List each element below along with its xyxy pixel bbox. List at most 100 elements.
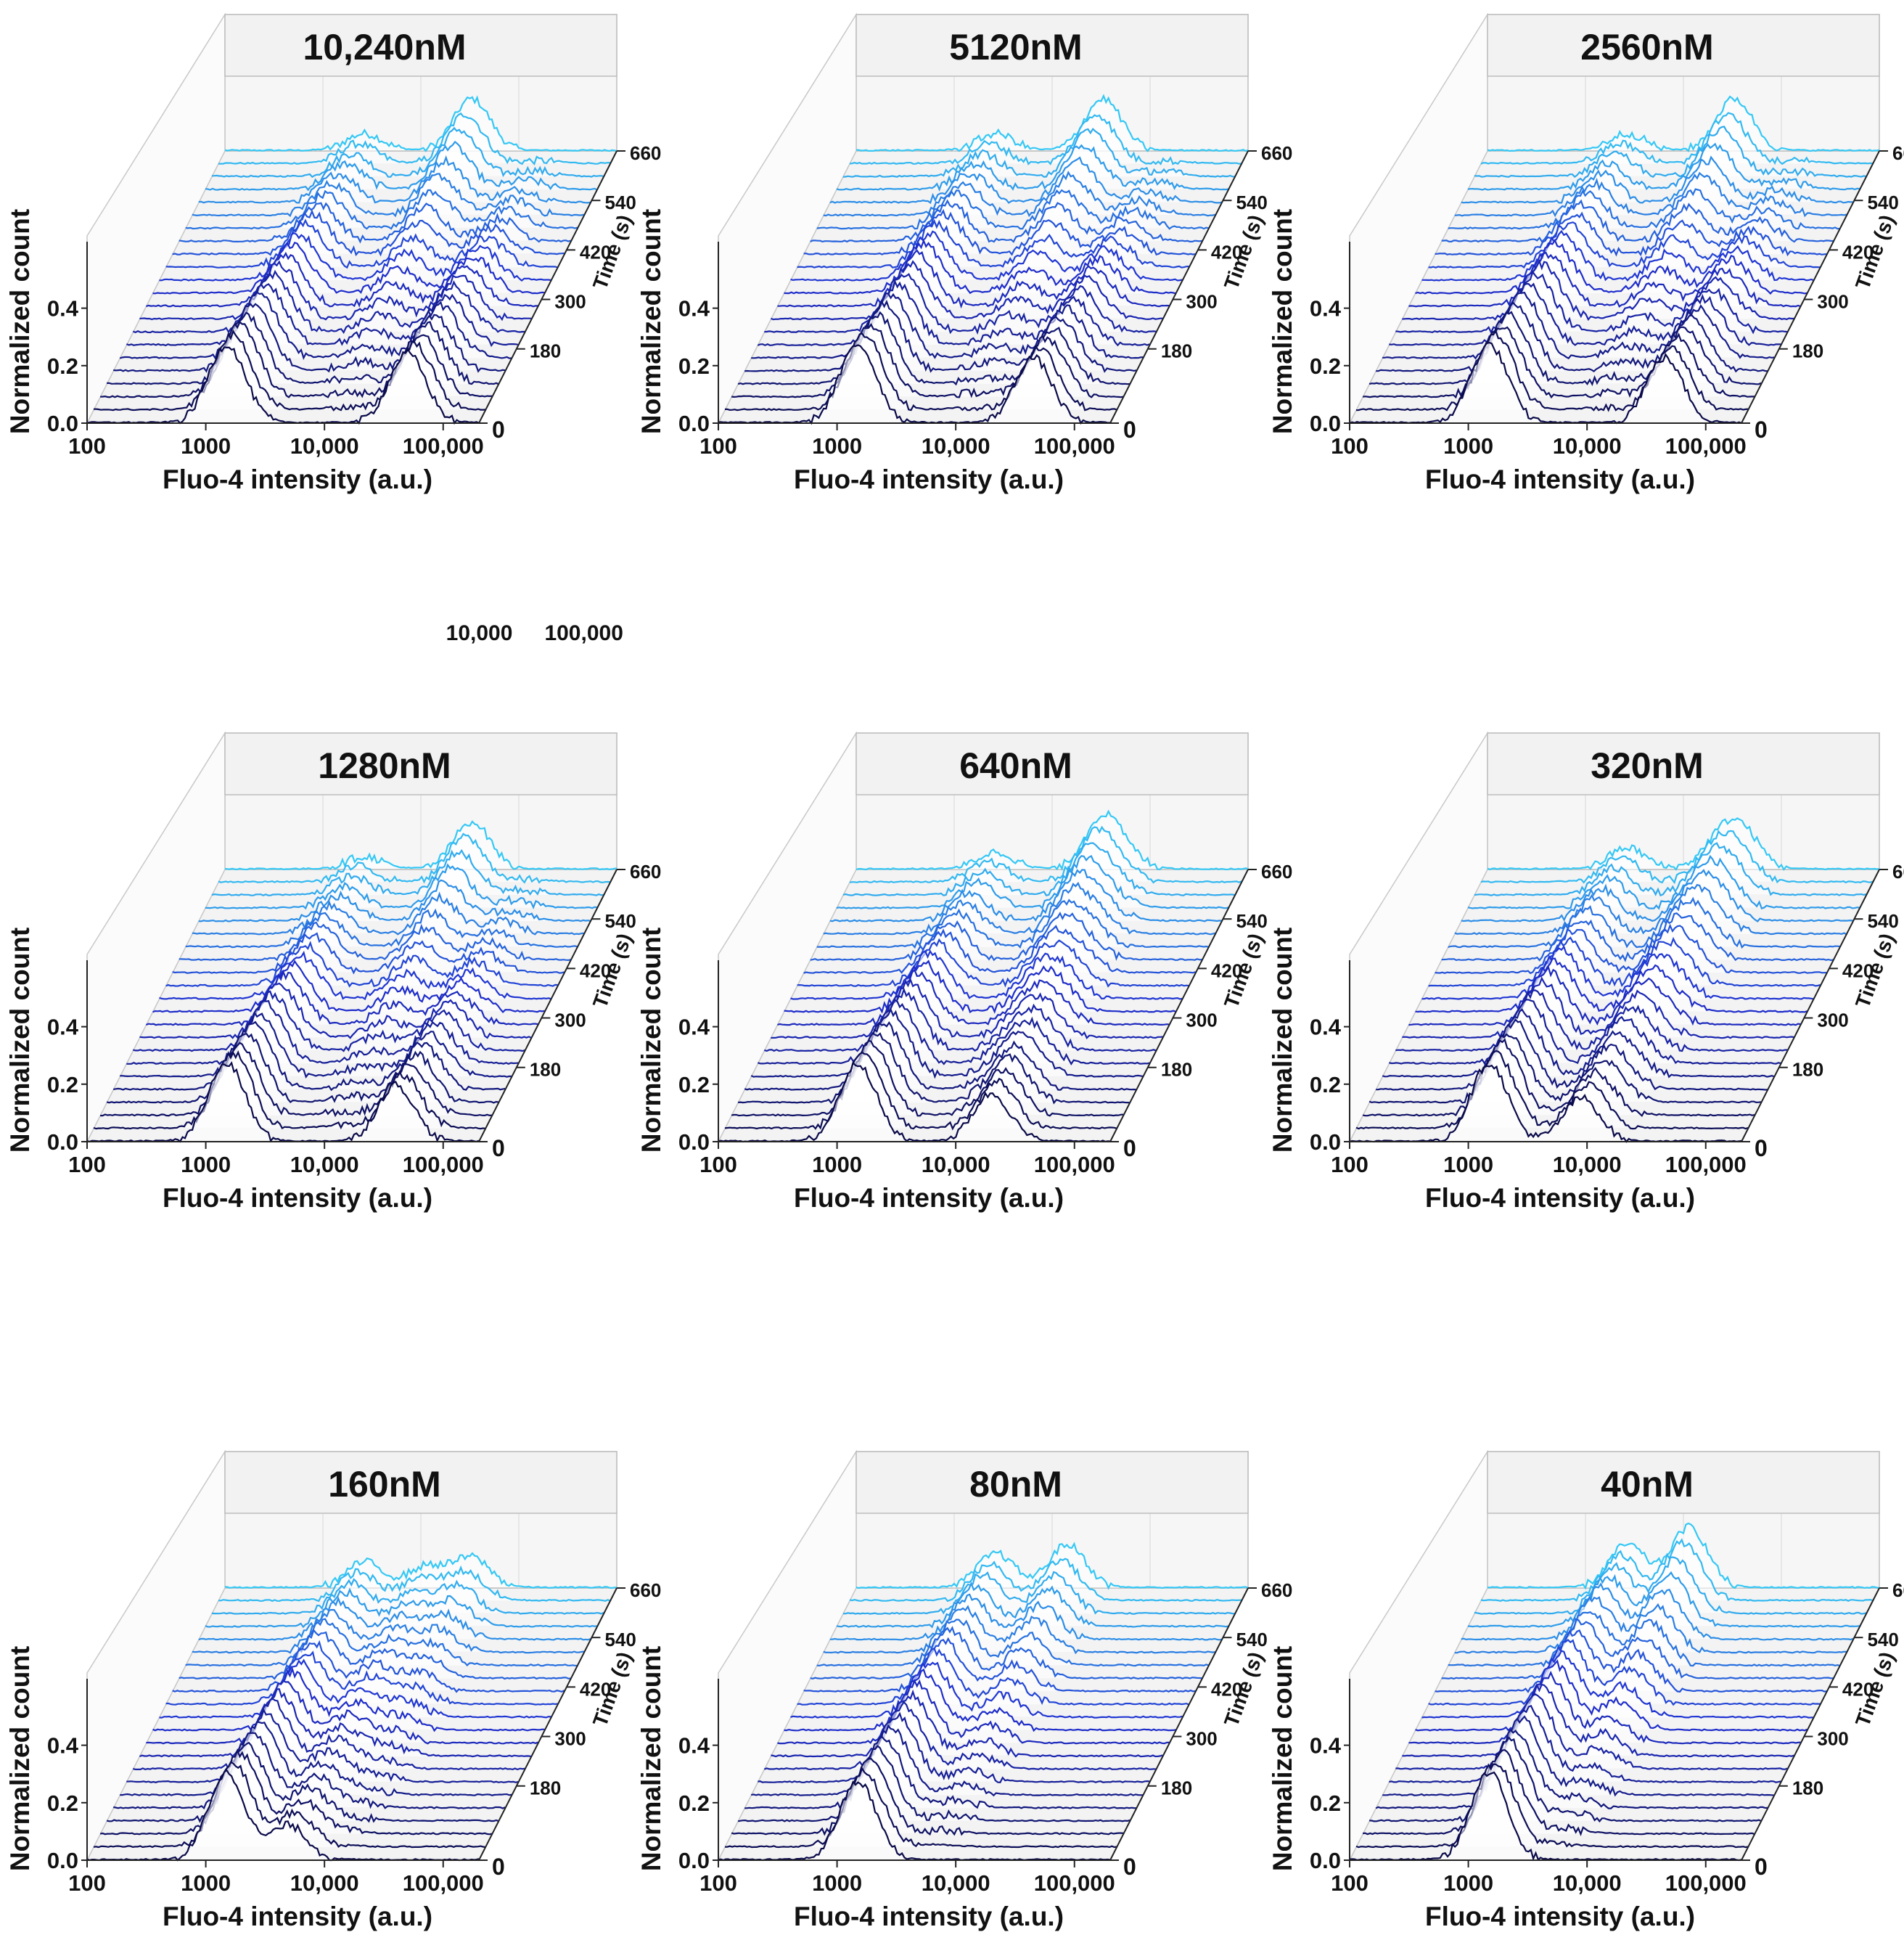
trace-t660 [224,95,617,152]
y-axis-label: Normalized count [1268,928,1297,1153]
trace-t157 [1382,1715,1775,1797]
trace-t126 [744,1735,1137,1810]
x-tick-label: 1000 [181,433,231,459]
title-box [224,732,617,795]
trace-t660 [224,820,617,871]
trace-t440 [178,1628,571,1680]
x-tick-label: 1000 [812,433,862,459]
y-tick-label: 0.2 [678,1791,710,1816]
trace-t251 [1402,1682,1794,1758]
trace-t503 [192,173,585,218]
y-axis-label: Normalized count [5,928,35,1153]
z-tick-label: 420 [1211,959,1242,981]
panel-4: 1280nM 100 1000 10,000 100,000 Fluo-4 intensi… [5,731,661,1213]
x-tick-label: 100 [68,1152,106,1177]
trace-t597 [211,126,604,179]
panel-title: 5120nM [949,27,1082,67]
x-axis-label: Fluo-4 intensity (a.u.) [1425,1902,1695,1931]
x-tick-label: 10,000 [922,1152,990,1177]
y-tick-label: 0.2 [1310,1791,1341,1816]
y-tick-label: 0.4 [1310,1015,1342,1040]
z-axis-line [1109,869,1249,1142]
trace-t31 [724,1766,1117,1849]
trace-t314 [1415,957,1807,1013]
trace-t314 [784,1668,1176,1732]
panel-title: 80nM [969,1464,1062,1505]
trace-t251 [1402,976,1794,1039]
trace-t346 [1421,1650,1814,1719]
x-tick-label: 100 [699,1870,737,1896]
z-tick-label: 540 [1867,1629,1898,1650]
x-tick-label: 1000 [812,1152,862,1177]
x-tick-label: 10,000 [922,1870,990,1896]
x-tick-label: 100 [1331,433,1368,459]
y-tick-label: 0.4 [47,1733,79,1759]
trace-t346 [1421,945,1814,1000]
stray-tick-10000: 10,000 [446,621,513,645]
z-tick-label: 180 [530,1059,561,1081]
trace-t94 [737,1031,1130,1105]
x-tick-label: 10,000 [1553,1152,1622,1177]
z-tick-label: 540 [604,910,636,932]
z-tick-label: 300 [1186,1010,1217,1031]
z-tick-label: 300 [554,1728,586,1750]
trace-t220 [763,1701,1157,1771]
y-tick-label: 0.4 [678,296,710,322]
trace-t220 [1395,989,1788,1052]
x-tick-label: 10,000 [290,433,359,459]
trace-t471 [1448,896,1840,949]
title-box [855,1451,1249,1514]
trace-t534 [829,156,1223,205]
x-tick-label: 1000 [812,1870,862,1896]
trace-t157 [1382,1008,1775,1079]
trace-t251 [771,1689,1163,1758]
trace-t189 [1389,999,1781,1065]
trace-t283 [146,251,538,308]
panel-title: 160nM [328,1464,441,1505]
trace-t314 [1415,1659,1807,1732]
z-tick-label: 420 [1211,241,1242,263]
x-tick-label: 100,000 [403,433,484,459]
trace-t189 [1389,1705,1781,1783]
x-tick-label: 1000 [1443,433,1493,459]
trace-t0 [86,346,480,425]
trace-t597 [1474,126,1867,179]
trace-t409 [1435,1629,1827,1693]
trace-t440 [810,199,1202,243]
trace-t566 [205,140,598,192]
z-tick-label: 660 [630,1579,661,1601]
trace-t440 [178,921,571,962]
z-tick-label: 180 [1792,1059,1823,1081]
trace-t409 [172,209,565,257]
z-tick-label: 180 [530,340,561,362]
trace-t220 [763,987,1157,1052]
trace-t566 [205,1587,598,1629]
trace-t283 [1408,965,1801,1026]
trace-t503 [192,891,584,936]
trace-t503 [192,1608,584,1654]
z-tick-label: 180 [530,1777,561,1799]
trace-t63 [1362,1038,1755,1118]
trace-t409 [803,208,1196,256]
trace-t377 [1428,1639,1821,1706]
panel-title: 10,240nM [303,27,466,67]
trace-t566 [205,863,597,910]
trace-t157 [750,1724,1144,1797]
trace-t629 [218,112,611,166]
z-tick-label: 300 [1186,1728,1217,1750]
panel-5: 640nM 100 1000 10,000 100,000 Fluo-4 intensit… [636,731,1292,1213]
trace-t31 [1355,1763,1749,1849]
z-tick-label: 540 [1236,192,1267,213]
y-tick-label: 0.2 [47,1072,78,1097]
y-axis-label: Normalized count [636,928,666,1153]
trace-t377 [165,218,558,269]
stray-tick-labels: 10,000 100,000 [434,597,655,646]
z-axis-line [478,1587,617,1861]
y-tick-label: 0.0 [678,1848,710,1873]
x-tick-label: 1000 [181,1152,231,1177]
z-tick-label: 0 [1123,1854,1136,1880]
x-tick-label: 1000 [1443,1870,1493,1896]
trace-t471 [816,189,1209,230]
y-tick-label: 0.4 [1310,1733,1342,1759]
trace-t409 [803,925,1196,974]
